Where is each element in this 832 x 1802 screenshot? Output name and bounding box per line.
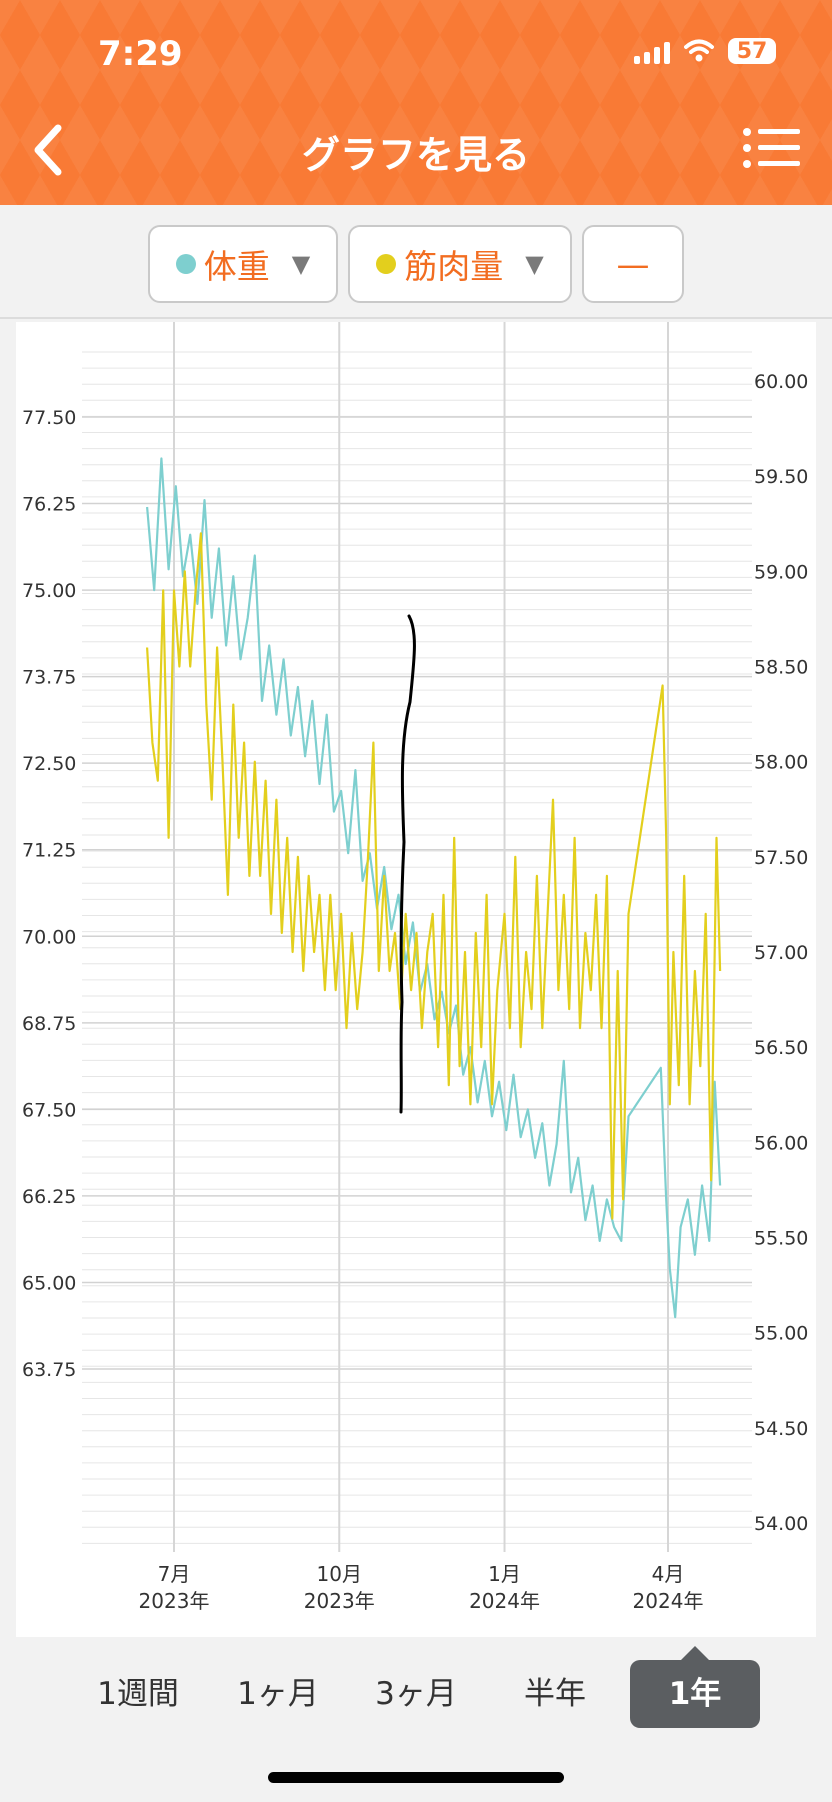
left-axis-tick-label: 71.25 [22, 840, 76, 862]
muscle-series-line [146, 532, 722, 1220]
left-axis-tick-label: 67.50 [22, 1099, 76, 1121]
left-axis-tick-label: 75.00 [22, 580, 76, 602]
tab-1-year[interactable]: 1年 [630, 1646, 760, 1728]
right-axis-tick-label: 55.50 [754, 1228, 808, 1250]
period-tabs: 1週間 1ヶ月 3ヶ月 半年 1年 [0, 1646, 832, 1740]
left-axis-tick-label: 68.75 [22, 1013, 76, 1035]
weight-color-dot [175, 254, 196, 274]
x-axis-year-label: 2024年 [469, 1589, 540, 1613]
chart-card: 77.50 76.25 75.00 73.75 72.50 71.25 70.00 68.75… [16, 322, 816, 1637]
tab-half-year[interactable]: 半年 [524, 1676, 586, 1712]
left-axis-tick-label: 65.00 [22, 1272, 76, 1294]
app-header: 7:29 57 グラフを見る [0, 0, 832, 205]
third-metric-label: — [616, 244, 650, 284]
x-axis-year-label: 2023年 [304, 1589, 375, 1613]
hand-drawn-annotation-stroke [399, 614, 416, 1114]
left-axis-tick-label: 72.50 [22, 753, 76, 775]
right-axis-tick-label: 59.50 [754, 466, 808, 488]
x-axis-month-label: 1月 [488, 1562, 521, 1586]
weight-series-line [146, 457, 722, 1319]
list-menu-button[interactable] [742, 126, 802, 170]
right-axis-tick-label: 55.00 [754, 1323, 808, 1345]
left-axis-tick-label: 66.25 [22, 1186, 76, 1208]
tab-3-months[interactable]: 3ヶ月 [375, 1676, 457, 1712]
wifi-icon [684, 39, 714, 62]
chart-svg: 77.50 76.25 75.00 73.75 72.50 71.25 70.00 68.75… [22, 322, 808, 1613]
home-indicator [268, 1772, 564, 1783]
third-metric-dropdown[interactable]: — [582, 225, 684, 303]
left-axis-tick-label: 77.50 [22, 407, 76, 429]
x-axis-month-label: 7月 [158, 1562, 191, 1586]
primary-metric-dropdown[interactable]: 体重 ▼ [148, 225, 338, 303]
tab-1-week[interactable]: 1週間 [97, 1676, 179, 1712]
left-axis-tick-label: 63.75 [22, 1359, 76, 1381]
metric-selector-bar: 体重 ▼ 筋肉量 ▼ — [0, 205, 832, 319]
x-axis-year-label: 2023年 [139, 1589, 210, 1613]
back-button[interactable] [28, 120, 68, 180]
muscle-color-dot [376, 254, 397, 274]
right-axis-tick-label: 57.00 [754, 942, 808, 964]
left-axis-tick-label: 70.00 [22, 926, 76, 948]
left-axis-tick-label: 76.25 [22, 494, 76, 516]
right-axis-tick-label: 59.00 [754, 561, 808, 583]
right-axis-tick-label: 58.00 [754, 752, 808, 774]
status-icons: 57 [634, 38, 776, 64]
right-axis-tick-label: 54.00 [754, 1513, 808, 1535]
dropdown-caret-icon: ▼ [525, 250, 544, 278]
primary-metric-label: 体重 [203, 247, 270, 286]
dropdown-caret-icon: ▼ [291, 250, 311, 278]
right-axis-tick-label: 54.50 [754, 1418, 808, 1440]
left-axis-tick-label: 73.75 [22, 667, 76, 689]
right-axis-tick-label: 56.00 [754, 1132, 808, 1154]
status-time: 7:29 [98, 34, 183, 74]
x-axis-month-label: 4月 [652, 1562, 685, 1586]
secondary-metric-label: 筋肉量 [404, 247, 504, 286]
right-axis-tick-label: 58.50 [754, 657, 808, 679]
secondary-metric-dropdown[interactable]: 筋肉量 ▼ [348, 225, 572, 303]
battery-icon: 57 [728, 38, 776, 64]
x-axis-year-label: 2024年 [633, 1589, 704, 1613]
right-axis-tick-label: 60.00 [754, 371, 808, 393]
signal-icon [634, 38, 670, 64]
page-title: グラフを見る [301, 133, 530, 177]
x-axis-month-label: 10月 [317, 1562, 362, 1586]
tab-1-month[interactable]: 1ヶ月 [237, 1676, 319, 1712]
right-axis-tick-label: 56.50 [754, 1037, 808, 1059]
right-axis-tick-label: 57.50 [754, 847, 808, 869]
